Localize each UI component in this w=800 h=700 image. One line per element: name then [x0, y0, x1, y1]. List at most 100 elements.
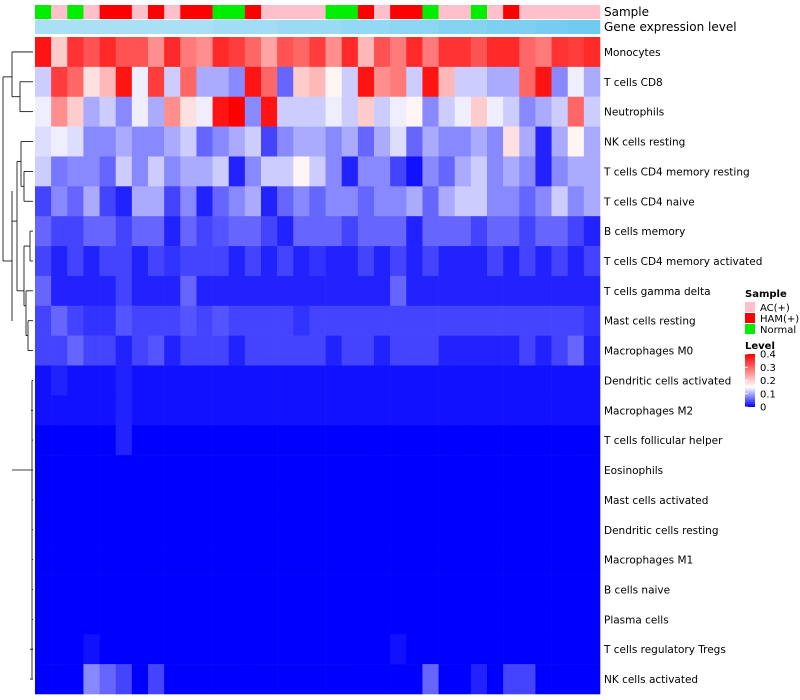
heatmap-cell — [51, 544, 68, 575]
heatmap-cell — [374, 186, 391, 217]
heatmap-cell — [51, 186, 68, 217]
row-label: Mast cells resting — [604, 316, 696, 328]
heatmap-cell — [277, 156, 294, 187]
heatmap-cell — [180, 425, 197, 456]
heatmap-cell — [67, 395, 84, 426]
heatmap-cell — [454, 275, 472, 307]
heatmap-cell — [487, 425, 504, 456]
row-label: T cells regulatory Tregs — [603, 644, 726, 656]
heatmap-cell — [422, 96, 439, 127]
heatmap-cell — [115, 66, 133, 98]
heatmap-cell — [180, 365, 197, 396]
heatmap-cell — [99, 96, 117, 127]
heatmap-cell — [83, 514, 100, 545]
heatmap-cell — [228, 156, 246, 187]
heatmap-cell — [551, 634, 569, 665]
heatmap-cell — [390, 455, 407, 486]
heatmap-cell — [277, 664, 294, 695]
gene-expression-annotation-cell — [374, 20, 391, 34]
heatmap-cell — [422, 574, 439, 605]
heatmap-cell — [535, 156, 552, 187]
heatmap-cell — [164, 305, 181, 336]
heatmap-cell — [454, 66, 472, 98]
heatmap-cell — [293, 425, 310, 456]
heatmap-cell — [470, 395, 488, 426]
heatmap-cell — [164, 455, 181, 486]
heatmap-cell — [261, 275, 278, 307]
heatmap-cell — [487, 126, 504, 157]
heatmap-cell — [519, 37, 536, 68]
heatmap-cell — [325, 455, 343, 486]
heatmap-cell — [470, 484, 488, 516]
heatmap-cell — [261, 544, 278, 575]
heatmap-cell — [309, 484, 326, 516]
heatmap-cell — [406, 634, 423, 665]
heatmap-cell — [148, 455, 165, 486]
heatmap-cell — [374, 425, 391, 456]
heatmap-cell — [228, 246, 246, 277]
heatmap-cell — [406, 186, 423, 217]
gene-expression-annotation-cell — [551, 20, 569, 34]
heatmap-cell — [503, 634, 520, 665]
heatmap-cell — [374, 275, 391, 307]
heatmap-cell — [535, 634, 552, 665]
heatmap-cell — [519, 275, 536, 307]
heatmap-cell — [503, 514, 520, 545]
heatmap-cell — [374, 514, 391, 545]
gene-expression-annotation-cell — [293, 20, 310, 34]
heatmap-cell — [519, 365, 536, 396]
gene-expression-annotation-cell — [567, 20, 585, 34]
heatmap-cell — [293, 365, 310, 396]
heatmap-cell — [519, 514, 536, 545]
heatmap-cell — [454, 425, 472, 456]
row-label: T cells CD8 — [603, 77, 663, 89]
heatmap-cell — [115, 604, 133, 635]
heatmap-cell — [487, 484, 504, 516]
heatmap-cell — [519, 574, 536, 605]
heatmap-cell — [83, 216, 100, 247]
heatmap-cell — [583, 96, 601, 127]
heatmap-cell — [567, 604, 585, 635]
heatmap-cell — [390, 335, 407, 366]
heatmap-cell — [67, 425, 84, 456]
heatmap-cell — [341, 395, 359, 426]
heatmap-cell — [519, 634, 536, 665]
legend-swatch — [745, 313, 755, 323]
heatmap-cell — [341, 604, 359, 635]
sample-annotation-cell — [519, 5, 536, 19]
heatmap-cell — [277, 246, 294, 277]
heatmap-cell — [551, 335, 569, 366]
heatmap-cell — [228, 604, 246, 635]
heatmap-cell — [454, 455, 472, 486]
heatmap-cell — [99, 37, 117, 68]
heatmap-cell — [293, 186, 310, 217]
heatmap-cell — [454, 514, 472, 545]
heatmap-cell — [277, 186, 294, 217]
heatmap-cell — [244, 484, 262, 516]
heatmap-cell — [422, 126, 439, 157]
heatmap-cell — [277, 365, 294, 396]
heatmap-cell — [131, 664, 149, 695]
heatmap-cell — [164, 216, 181, 247]
heatmap-cell — [422, 664, 439, 695]
heatmap-cell — [148, 186, 165, 217]
gene-expression-annotation-cell — [277, 20, 294, 34]
heatmap-cell — [244, 365, 262, 396]
heatmap-cell — [341, 216, 359, 247]
heatmap-cell — [470, 37, 488, 68]
heatmap-cell — [357, 514, 375, 545]
heatmap-cell — [406, 335, 423, 366]
heatmap-cell — [325, 246, 343, 277]
heatmap-cell — [583, 305, 601, 336]
heatmap-cell — [196, 246, 213, 277]
sample-annotation-cell — [325, 5, 343, 19]
heatmap-cell — [551, 604, 569, 635]
heatmap-cell — [148, 156, 165, 187]
heatmap-cell — [406, 455, 423, 486]
heatmap-cell — [212, 156, 230, 187]
heatmap-cell — [422, 37, 439, 68]
heatmap-cell — [583, 484, 601, 516]
heatmap-cell — [148, 425, 165, 456]
gene-expression-annotation-cell — [341, 20, 359, 34]
